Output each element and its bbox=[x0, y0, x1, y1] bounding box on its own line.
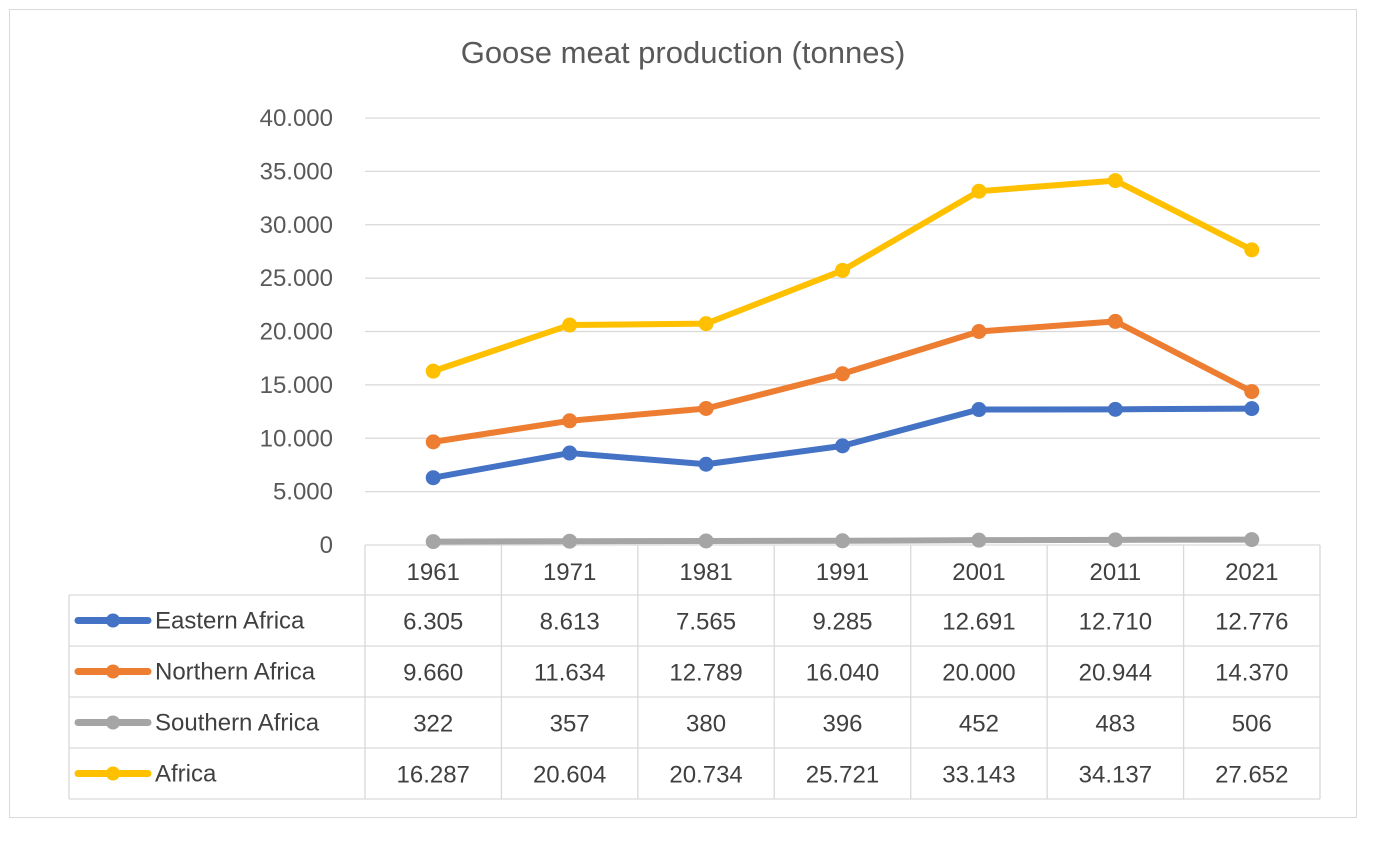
data-table-value: 506 bbox=[1232, 711, 1272, 738]
data-table-value: 25.721 bbox=[806, 762, 879, 789]
legend-series-name: Africa bbox=[155, 761, 217, 788]
y-tick-label: 25.000 bbox=[260, 265, 333, 292]
chart-frame bbox=[9, 9, 1357, 818]
data-point bbox=[1244, 532, 1260, 548]
x-tick-label: 1991 bbox=[816, 559, 869, 586]
data-point bbox=[425, 434, 441, 450]
data-point bbox=[425, 363, 441, 379]
data-table-value: 396 bbox=[822, 711, 862, 738]
data-table-value: 483 bbox=[1095, 711, 1135, 738]
data-table-value: 452 bbox=[959, 711, 999, 738]
data-table-value: 20.734 bbox=[669, 762, 742, 789]
data-point bbox=[1107, 173, 1123, 189]
y-tick-label: 0 bbox=[320, 532, 333, 559]
data-point bbox=[971, 532, 987, 548]
data-point bbox=[1107, 401, 1123, 417]
data-table-value: 12.691 bbox=[942, 609, 1015, 636]
data-table-value: 380 bbox=[686, 711, 726, 738]
data-point bbox=[562, 445, 578, 461]
data-table-value: 357 bbox=[550, 711, 590, 738]
data-point bbox=[971, 183, 987, 199]
legend-series-name: Eastern Africa bbox=[155, 608, 305, 635]
data-table-value: 16.040 bbox=[806, 660, 879, 687]
data-table-value: 20.604 bbox=[533, 762, 606, 789]
data-table-value: 322 bbox=[413, 711, 453, 738]
data-point bbox=[1107, 532, 1123, 548]
legend-series-name: Southern Africa bbox=[155, 710, 320, 737]
y-tick-label: 40.000 bbox=[260, 105, 333, 132]
y-tick-label: 15.000 bbox=[260, 372, 333, 399]
data-table-value: 14.370 bbox=[1215, 660, 1288, 687]
data-table-value: 20.944 bbox=[1079, 660, 1152, 687]
series-line bbox=[430, 318, 1255, 445]
y-tick-label: 35.000 bbox=[260, 158, 333, 185]
legend-key-marker bbox=[106, 613, 120, 628]
data-point bbox=[562, 317, 578, 333]
data-point bbox=[698, 533, 714, 549]
data-point bbox=[1244, 401, 1260, 417]
data-point bbox=[698, 456, 714, 472]
legend-key-marker bbox=[106, 766, 120, 781]
data-point bbox=[835, 533, 850, 549]
data-point bbox=[835, 262, 850, 278]
data-table-value: 9.285 bbox=[812, 609, 872, 636]
x-tick-label: 1971 bbox=[543, 559, 596, 586]
data-table-value: 12.710 bbox=[1079, 609, 1152, 636]
data-table-value: 12.776 bbox=[1215, 609, 1288, 636]
data-point bbox=[971, 324, 987, 339]
data-table-value: 11.634 bbox=[534, 660, 606, 687]
data-table-value: 34.137 bbox=[1079, 762, 1152, 789]
data-table-value: 9.660 bbox=[403, 660, 463, 687]
data-point bbox=[425, 470, 441, 486]
data-table-value: 16.287 bbox=[397, 762, 470, 789]
y-tick-label: 10.000 bbox=[260, 425, 333, 452]
data-point bbox=[1107, 313, 1123, 329]
data-point bbox=[1244, 242, 1260, 258]
data-point bbox=[562, 533, 578, 549]
data-point bbox=[835, 366, 850, 382]
data-table-value: 6.305 bbox=[403, 609, 463, 636]
x-tick-label: 2001 bbox=[952, 559, 1005, 586]
data-point bbox=[425, 534, 441, 550]
x-tick-label: 2021 bbox=[1225, 559, 1278, 586]
data-table-value: 12.789 bbox=[669, 660, 742, 687]
data-point bbox=[971, 402, 987, 418]
chart-title: Goose meat production (tonnes) bbox=[461, 35, 906, 70]
y-tick-label: 20.000 bbox=[260, 319, 333, 346]
x-tick-label: 2011 bbox=[1090, 559, 1142, 586]
x-tick-label: 1961 bbox=[407, 559, 460, 586]
data-point bbox=[562, 413, 578, 429]
data-point bbox=[698, 316, 714, 332]
data-point bbox=[698, 400, 714, 416]
data-point bbox=[835, 438, 850, 454]
y-tick-label: 30.000 bbox=[260, 212, 333, 239]
data-table-value: 7.565 bbox=[676, 609, 736, 636]
legend-series-name: Northern Africa bbox=[155, 659, 316, 686]
data-table-value: 27.652 bbox=[1215, 762, 1288, 789]
data-table-value: 33.143 bbox=[942, 762, 1015, 789]
x-tick-label: 1981 bbox=[679, 559, 732, 586]
data-table-value: 20.000 bbox=[942, 660, 1015, 687]
legend-key-marker bbox=[106, 664, 120, 679]
y-tick-label: 5.000 bbox=[273, 479, 333, 506]
data-point bbox=[1244, 384, 1260, 400]
data-table-value: 8.613 bbox=[540, 609, 600, 636]
legend-key-marker bbox=[106, 715, 120, 730]
